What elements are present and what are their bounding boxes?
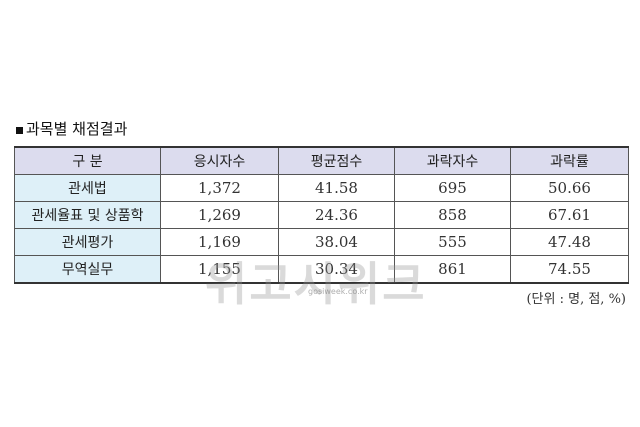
average-cell: 38.04	[278, 228, 395, 256]
fail-count-cell: 861	[394, 255, 511, 284]
table-row: 무역실무 1,155 30.34 861 74.55	[14, 255, 629, 284]
average-cell: 30.34	[278, 255, 395, 284]
header-category: 구 분	[14, 146, 161, 175]
fail-rate-cell: 67.61	[510, 201, 629, 229]
average-cell: 24.36	[278, 201, 395, 229]
header-average: 평균점수	[278, 146, 395, 175]
table-row: 관세율표 및 상품학 1,269 24.36 858 67.61	[14, 201, 629, 229]
table-row: 관세법 1,372 41.58 695 50.66	[14, 174, 629, 202]
table-row: 관세평가 1,169 38.04 555 47.48	[14, 228, 629, 256]
results-table: 구 분 응시자수 평균점수 과락자수 과락률 관세법 1,372 41.58 6…	[14, 146, 629, 284]
header-applicants: 응시자수	[160, 146, 279, 175]
fail-count-cell: 555	[394, 228, 511, 256]
applicants-cell: 1,269	[160, 201, 279, 229]
section-title: 과목별 채점결과	[16, 118, 127, 139]
unit-note: (단위 : 명, 점, %)	[526, 292, 626, 307]
fail-rate-cell: 47.48	[510, 228, 629, 256]
header-fail-count: 과락자수	[394, 146, 511, 175]
table-header-row: 구 분 응시자수 평균점수 과락자수 과락률	[14, 146, 629, 175]
square-bullet-icon	[16, 126, 23, 134]
applicants-cell: 1,372	[160, 174, 279, 202]
applicants-cell: 1,169	[160, 228, 279, 256]
watermark-url: gosiweek.co.kr	[308, 287, 368, 296]
fail-rate-cell: 74.55	[510, 255, 629, 284]
subject-cell: 관세평가	[14, 228, 161, 256]
fail-count-cell: 858	[394, 201, 511, 229]
section-title-text: 과목별 채점결과	[26, 120, 128, 138]
applicants-cell: 1,155	[160, 255, 279, 284]
subject-cell: 무역실무	[14, 255, 161, 284]
header-fail-rate: 과락률	[510, 146, 629, 175]
subject-cell: 관세법	[14, 174, 161, 202]
watermark-logo: 위고시위크	[205, 257, 427, 311]
average-cell: 41.58	[278, 174, 395, 202]
fail-rate-cell: 50.66	[510, 174, 629, 202]
subject-cell: 관세율표 및 상품학	[14, 201, 161, 229]
fail-count-cell: 695	[394, 174, 511, 202]
